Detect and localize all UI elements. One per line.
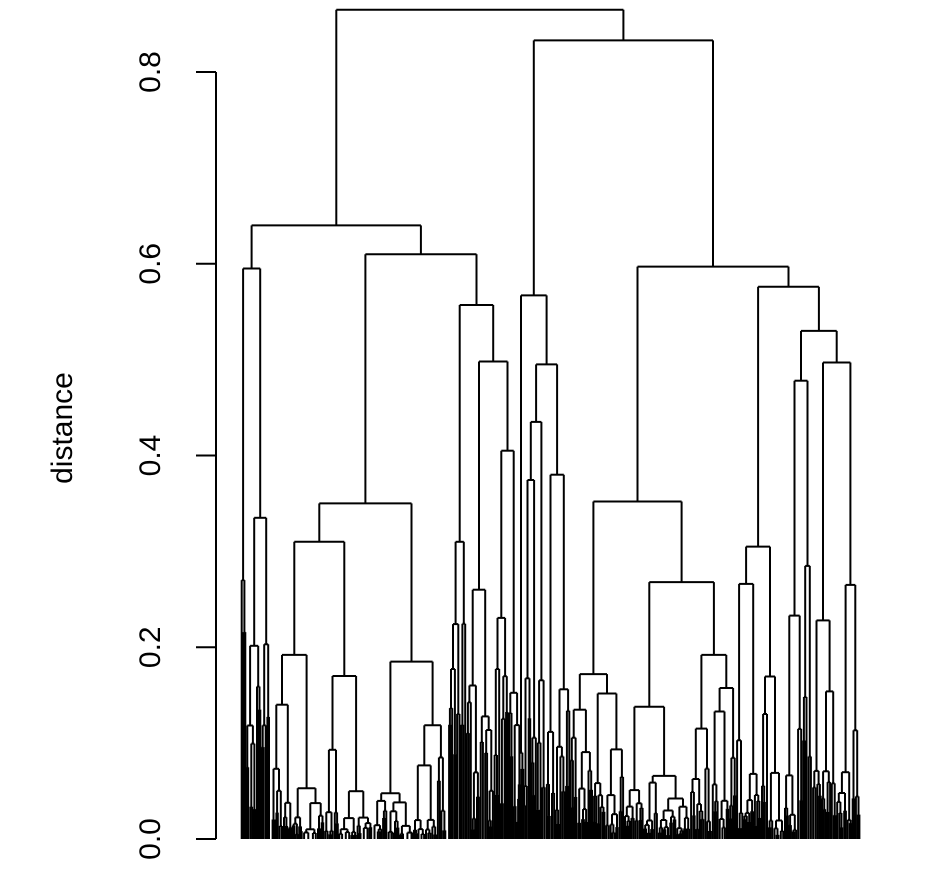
- y-tick-label: 0.4: [134, 435, 167, 477]
- y-tick-label: 0.6: [134, 243, 167, 285]
- y-tick-label: 0.0: [134, 818, 167, 860]
- y-tick-label: 0.2: [134, 626, 167, 668]
- dendrogram-tree: [240, 8, 861, 839]
- y-tick-label: 0.8: [134, 51, 167, 93]
- y-axis: 0.0 0.2 0.4 0.6 0.8: [134, 51, 217, 860]
- y-axis-title: distance: [46, 372, 79, 484]
